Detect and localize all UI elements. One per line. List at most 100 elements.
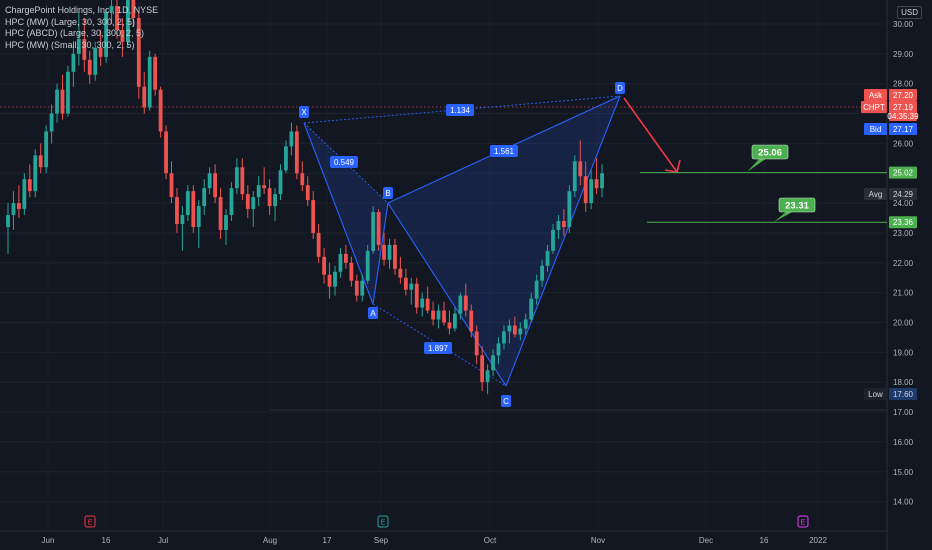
candle [196, 200, 201, 248]
candle-body [556, 221, 561, 230]
candle [376, 209, 381, 251]
candle [311, 191, 316, 239]
candle [131, 0, 136, 27]
candle-body [551, 229, 555, 251]
chart-title: ChargePoint Holdings, Inc., 1D, NYSE [5, 5, 159, 15]
y-tick-label: 18.00 [893, 378, 914, 387]
y-tick-label: 19.00 [893, 348, 914, 357]
candles [6, 0, 604, 395]
y-tick-label: 30.00 [893, 20, 914, 29]
time-axis[interactable]: Jun 16 Jul Aug 17 Sep Oct Nov Dec 16 2022 E E E [42, 515, 828, 545]
candle [529, 292, 534, 323]
candle-body [55, 89, 59, 114]
candle-body [442, 310, 446, 323]
candle [344, 244, 348, 269]
ratio-label: 0.549 [334, 158, 355, 167]
pattern-point-badge [383, 187, 393, 199]
candle-body [126, 0, 130, 42]
candle-body [344, 253, 348, 263]
candle-body [469, 310, 474, 332]
candle-body [545, 250, 550, 266]
target-callout-pointer [747, 158, 767, 172]
candle-body [71, 53, 76, 72]
candle-body [33, 155, 38, 192]
candle [414, 277, 419, 314]
candle-body [196, 206, 201, 227]
candle [425, 286, 430, 314]
candle [267, 179, 272, 216]
candle-body [17, 203, 21, 210]
currency-label[interactable]: USD [897, 6, 922, 19]
candle [556, 215, 561, 239]
candle-body [485, 370, 490, 383]
candle [27, 164, 32, 198]
candle-body [333, 271, 337, 287]
candle [393, 238, 397, 275]
candle [115, 0, 119, 39]
candle-body [289, 131, 294, 147]
avg-label: Avg [869, 190, 883, 199]
candle [589, 170, 594, 210]
candle-body [49, 113, 54, 132]
candle-body [175, 197, 179, 224]
candle-body [447, 322, 452, 329]
candle-body [512, 325, 517, 335]
candle [66, 65, 70, 117]
x-tick-label: 17 [323, 536, 332, 545]
candle-body [502, 331, 506, 344]
ratio-badge [490, 145, 518, 157]
target-callout-label: 23.31 [785, 201, 809, 212]
candle [87, 50, 92, 84]
candle [38, 143, 43, 174]
pattern-leg [303, 122, 374, 305]
y-tick-label: 15.00 [893, 468, 914, 477]
candle-body [523, 319, 528, 329]
candle [44, 125, 49, 174]
pattern-point-label: B [385, 189, 390, 198]
candle-body [354, 280, 359, 296]
candle [55, 83, 59, 123]
pattern-leg [372, 202, 389, 305]
candle [469, 304, 474, 338]
target-price-tag [889, 166, 917, 179]
candle [333, 265, 337, 296]
last-price-tag-bg [889, 101, 917, 121]
candle-body [207, 173, 212, 189]
candle-body [213, 173, 217, 198]
candle [512, 316, 517, 338]
x-tick-label: Oct [484, 536, 497, 545]
candle-body [273, 194, 277, 207]
avg-label-bg [864, 188, 887, 200]
candle [600, 164, 604, 198]
candle [594, 158, 599, 195]
candle-body [300, 173, 305, 186]
candle-body [109, 6, 114, 13]
pattern-fill-bcd [388, 96, 620, 386]
ratio-label: 1.561 [494, 147, 515, 156]
candle [316, 223, 321, 263]
candle-body [360, 280, 365, 296]
bid-label: Bid [870, 125, 882, 134]
candle [485, 364, 490, 395]
candle [251, 191, 256, 227]
candle [180, 206, 185, 251]
candle [153, 53, 158, 96]
candle-body [256, 185, 261, 198]
candle-body [180, 215, 185, 224]
candle [93, 41, 98, 81]
candle [202, 179, 207, 216]
candle [403, 268, 408, 296]
candle-body [251, 197, 256, 210]
x-tick-label: Dec [699, 536, 713, 545]
candle-body [327, 274, 332, 287]
candle [354, 274, 359, 302]
ratio-badge [330, 156, 358, 168]
earnings-marker-label: E [88, 520, 93, 527]
candle-body [518, 328, 523, 335]
candle-body [191, 191, 196, 227]
candle-body [169, 173, 174, 198]
candle-body [115, 6, 119, 30]
candle-body [6, 215, 10, 227]
